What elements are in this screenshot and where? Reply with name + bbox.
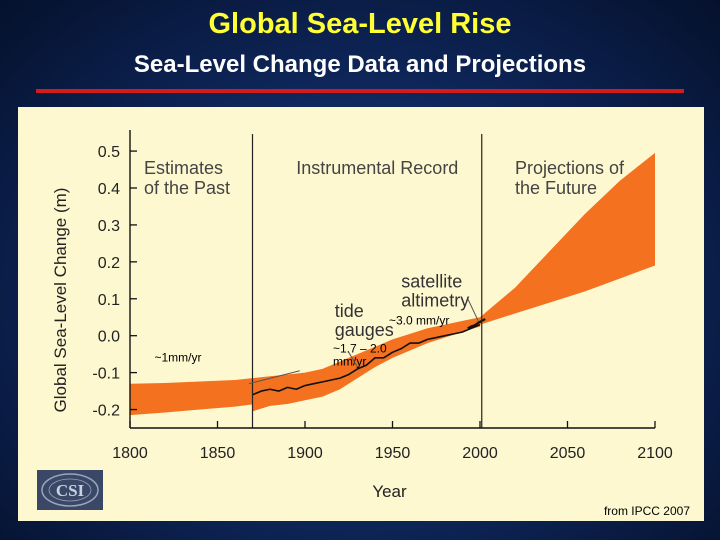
y-tick-label: 0.5 bbox=[98, 144, 120, 161]
x-tick-label: 2050 bbox=[550, 445, 586, 462]
observed-series-3 bbox=[252, 323, 481, 396]
y-tick-label: 0.0 bbox=[98, 329, 120, 346]
x-tick-label: 1850 bbox=[200, 445, 236, 462]
x-axis-label: Year bbox=[372, 482, 407, 501]
csi-logo: CSI bbox=[37, 470, 103, 510]
y-tick-label: 0.4 bbox=[98, 181, 120, 198]
annotation-4: altimetry bbox=[401, 291, 469, 311]
section-label-1: Instrumental Record bbox=[296, 158, 458, 178]
annotation-2: ~3.0 mm/yr bbox=[389, 314, 449, 328]
x-tick-label: 1800 bbox=[112, 445, 148, 462]
annotation-3: tide bbox=[335, 301, 364, 321]
tide-gauge-leader bbox=[348, 352, 358, 368]
y-tick-label: -0.1 bbox=[92, 366, 120, 383]
annotation-4: satellite bbox=[401, 272, 462, 292]
period-dividers bbox=[251, 134, 483, 428]
x-tick-label: 1900 bbox=[287, 445, 323, 462]
y-axis-label: Global Sea-Level Change (m) bbox=[51, 188, 70, 413]
title-divider bbox=[36, 89, 684, 93]
ticks: -0.2 -0.1 0.0 0.1 0.2 0.3 0.4 0.5 1800 1850 1900 19… bbox=[92, 144, 672, 462]
annotation-3: gauges bbox=[335, 320, 394, 340]
annotation-1: mm/yr bbox=[333, 354, 366, 368]
x-tick-label: 1950 bbox=[375, 445, 411, 462]
annotation-0: ~1mm/yr bbox=[155, 351, 202, 365]
y-tick-label: -0.2 bbox=[92, 403, 120, 420]
section-label-2: Projections of bbox=[515, 158, 625, 178]
chart-labels: Year Global Sea-Level Change (m) Estimates… bbox=[51, 158, 625, 501]
source-credit: from IPCC 2007 bbox=[603, 504, 690, 518]
slide-subtitle: Sea-Level Change Data and Projections bbox=[133, 51, 587, 78]
y-tick-label: 0.2 bbox=[98, 255, 120, 272]
slide-title: Global Sea-Level Rise bbox=[208, 8, 512, 40]
tide-gauge-leader-left bbox=[248, 370, 300, 385]
uncertainty-band-0 bbox=[130, 378, 253, 416]
annotation-1: ~1.7 – 2.0 bbox=[333, 341, 387, 355]
chart-panel: -0.2 -0.1 0.0 0.1 0.2 0.3 0.4 0.5 1800 1850 1900 19… bbox=[18, 107, 704, 521]
satellite-leader bbox=[467, 298, 479, 322]
x-tick-label: 2100 bbox=[637, 445, 673, 462]
sea-level-chart: -0.2 -0.1 0.0 0.1 0.2 0.3 0.4 0.5 1800 1850 1900 19… bbox=[51, 130, 673, 501]
uncertainty-band-2 bbox=[480, 152, 655, 325]
section-label-2: the Future bbox=[515, 178, 597, 198]
x-tick-label: 2000 bbox=[462, 445, 498, 462]
y-tick-label: 0.3 bbox=[98, 218, 120, 235]
logo-text: CSI bbox=[56, 481, 85, 500]
section-label-0: Estimates bbox=[144, 158, 223, 178]
y-tick-label: 0.1 bbox=[98, 292, 120, 309]
section-label-0: of the Past bbox=[144, 178, 230, 198]
